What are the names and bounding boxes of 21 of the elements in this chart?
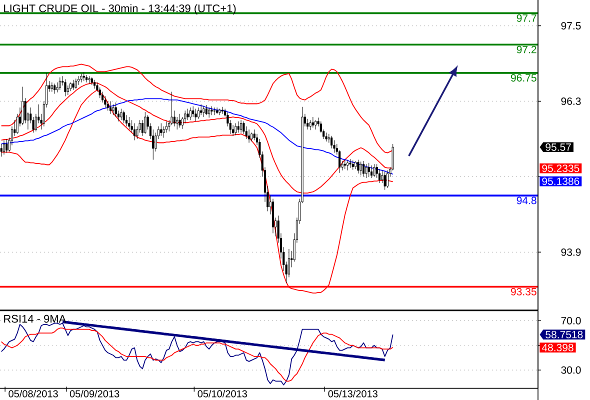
text: 58.7518 — [546, 330, 583, 338]
text: 48.398 — [542, 344, 574, 352]
ref-line-label: 94.8 — [516, 196, 536, 204]
chart-title: LIGHT CRUDE OIL - 30min - 13:44:39 (UTC+1) — [4, 4, 236, 14]
y-tick-label: 97.5 — [561, 22, 581, 30]
y-tick-label: 30.0 — [561, 366, 581, 374]
text: 95.1386 — [542, 178, 580, 186]
ref-line-label: 97.7 — [516, 14, 536, 22]
text: 95.57 — [546, 143, 571, 151]
x-tick-label: 05/10/2013 — [198, 390, 247, 398]
text: 95.2335 — [542, 164, 580, 172]
x-tick-label: 05/13/2013 — [328, 390, 378, 398]
ref-line-label: 93.35 — [511, 288, 536, 296]
ref-line-label: 97.2 — [516, 46, 536, 54]
y-tick-label: 70.0 — [561, 316, 581, 324]
chart-title: RSI14 - 9MA — [4, 314, 66, 323]
ref-line-label: 96.75 — [511, 74, 536, 82]
x-tick-label: 05/09/2013 — [70, 390, 120, 398]
x-tick-label: 05/08/2013 — [8, 390, 58, 398]
y-tick-label: 93.9 — [561, 248, 581, 256]
y-tick-label: 96.3 — [561, 98, 581, 105]
